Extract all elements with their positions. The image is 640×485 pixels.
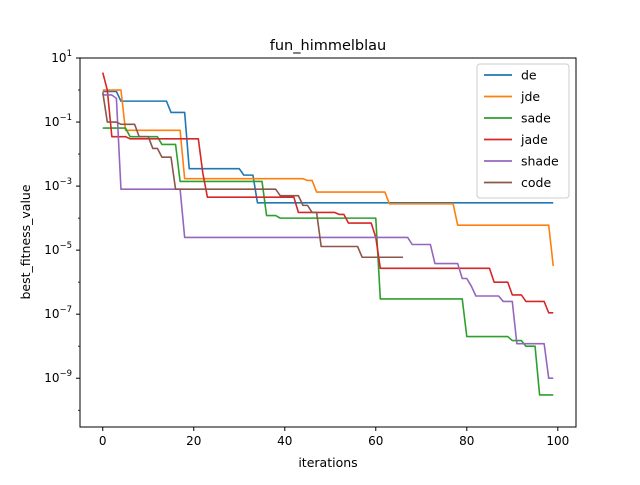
y-tick-label: 10−1 xyxy=(44,113,72,129)
y-tick-label: 10−9 xyxy=(44,369,72,385)
x-tick-label: 20 xyxy=(186,434,201,448)
series-line-jde xyxy=(102,89,555,267)
legend-box xyxy=(476,63,570,199)
x-axis: 0 20 40 60 80 100 xyxy=(99,427,569,448)
x-tick-label: 100 xyxy=(546,434,569,448)
y-tick-label: 10−7 xyxy=(44,305,72,321)
y-tick-label: 10−5 xyxy=(44,241,72,257)
legend-label-sade: sade xyxy=(521,111,551,126)
chart-title: fun_himmelblau xyxy=(270,38,386,54)
legend-label-jde: jde xyxy=(520,89,540,104)
legend-label-code: code xyxy=(521,175,551,190)
y-axis: 101 10−1 10−3 10−5 10−7 10−9 xyxy=(44,49,80,411)
x-tick-label: 40 xyxy=(277,434,292,448)
series-line-jade xyxy=(101,72,554,314)
y-axis-label: best_fitness_value xyxy=(18,184,33,299)
legend-label-jade: jade xyxy=(520,132,548,147)
y-tick-label: 101 xyxy=(51,49,72,65)
x-axis-label: iterations xyxy=(298,455,357,470)
x-tick-label: 80 xyxy=(459,434,474,448)
plot-frame xyxy=(79,57,577,428)
x-tick-label: 0 xyxy=(99,434,107,448)
series-layer xyxy=(101,72,555,396)
y-tick-label: 10−3 xyxy=(44,177,72,193)
legend-label-shade: shade xyxy=(521,154,559,169)
legend: de jde sade jade shade code xyxy=(476,63,570,199)
series-line-de xyxy=(102,90,554,204)
series-line-code xyxy=(101,92,404,259)
x-tick-label: 60 xyxy=(368,434,383,448)
legend-label-de: de xyxy=(521,68,537,83)
